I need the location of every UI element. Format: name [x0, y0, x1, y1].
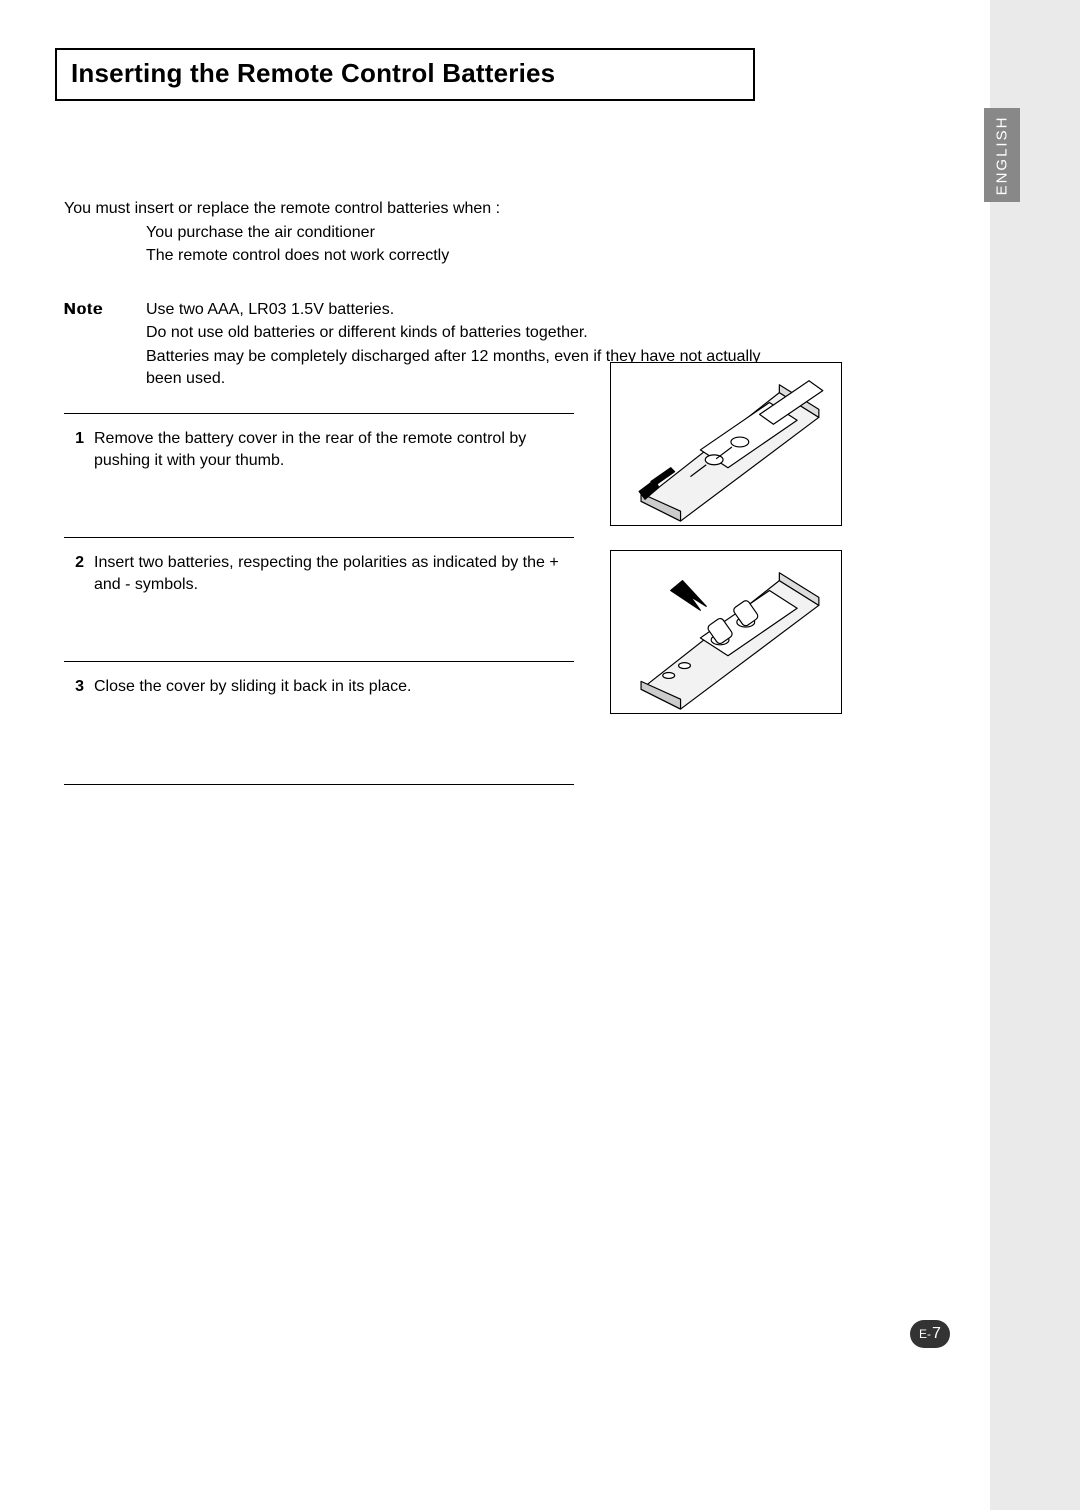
margin-strip [990, 0, 1080, 1510]
step-text: Remove the battery cover in the rear of … [94, 428, 574, 523]
note-label: Note [64, 299, 146, 391]
step-row: 2 Insert two batteries, respecting the p… [64, 537, 574, 661]
note-line-1: Use two AAA, LR03 1.5V batteries. [146, 299, 764, 321]
page: Inserting the Remote Control Batteries E… [0, 0, 1080, 1510]
step-row: 3 Close the cover by sliding it back in … [64, 661, 574, 785]
page-number-value: 7 [932, 1325, 941, 1343]
intro-bullet-1: You purchase the air conditioner [64, 222, 764, 244]
step-text: Insert two batteries, respecting the pol… [94, 552, 574, 647]
page-title: Inserting the Remote Control Batteries [71, 58, 739, 89]
title-box: Inserting the Remote Control Batteries [55, 48, 755, 101]
remote-open-cover-icon [611, 363, 841, 525]
figure-remote-insert-batteries [610, 550, 842, 714]
language-tab: ENGLISH [984, 108, 1020, 202]
figure-remote-open-cover [610, 362, 842, 526]
step-row: 1 Remove the battery cover in the rear o… [64, 413, 574, 537]
intro-bullet-2: The remote control does not work correct… [64, 245, 764, 267]
remote-insert-batteries-icon [611, 551, 841, 713]
language-label: ENGLISH [994, 115, 1011, 195]
page-number-text: E-7 [910, 1320, 950, 1348]
step-number: 3 [64, 676, 94, 770]
steps-list: 1 Remove the battery cover in the rear o… [64, 413, 574, 785]
note-line-2: Do not use old batteries or different ki… [146, 322, 764, 344]
page-number-badge: E-7 [910, 1320, 950, 1348]
step-number: 2 [64, 552, 94, 647]
page-number-prefix: E- [919, 1327, 931, 1341]
step-number: 1 [64, 428, 94, 523]
step-text: Close the cover by sliding it back in it… [94, 676, 574, 770]
intro-lead: You must insert or replace the remote co… [64, 198, 764, 220]
